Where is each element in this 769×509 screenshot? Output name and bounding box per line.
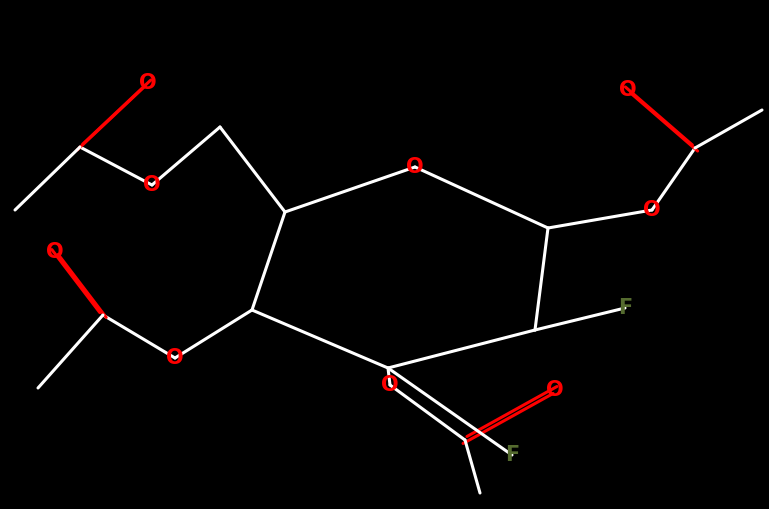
- Text: O: O: [166, 348, 184, 368]
- Text: O: O: [143, 175, 161, 195]
- Text: F: F: [618, 298, 632, 318]
- Text: O: O: [139, 73, 157, 93]
- Text: F: F: [505, 445, 519, 465]
- Text: O: O: [46, 242, 64, 262]
- Text: O: O: [406, 157, 424, 177]
- Text: O: O: [643, 200, 661, 220]
- Text: O: O: [546, 380, 564, 400]
- Text: O: O: [381, 375, 399, 395]
- Text: O: O: [619, 80, 637, 100]
